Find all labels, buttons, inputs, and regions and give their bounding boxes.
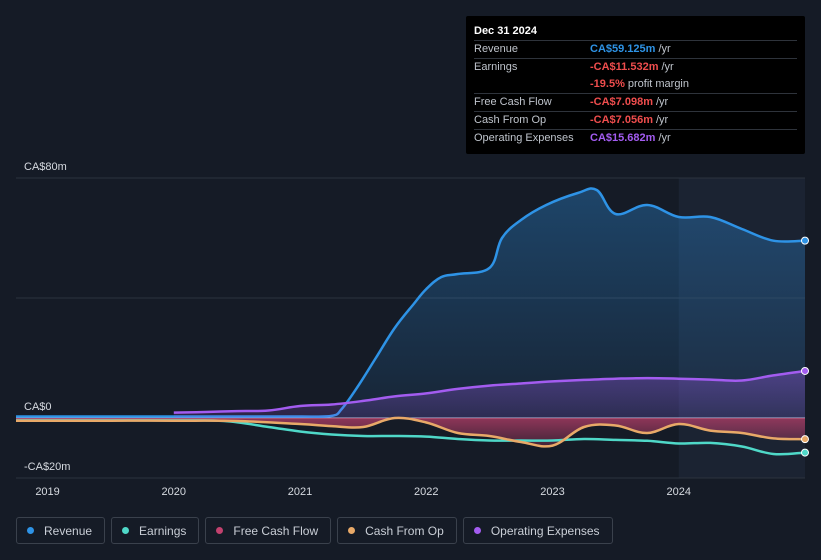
tooltip-row-value: -CA$7.098m — [590, 96, 653, 108]
y-tick-label: -CA$20m — [24, 461, 70, 473]
legend-dot-icon — [473, 527, 481, 534]
tooltip-row-value: -CA$11.532m — [590, 61, 659, 73]
legend-label: Earnings — [139, 523, 187, 538]
operating-expenses-line — [173, 369, 806, 414]
legend-label: Operating Expenses — [490, 523, 600, 538]
tooltip-row-label: Cash From Op — [474, 114, 547, 126]
legend-item-revenue[interactable]: Revenue — [16, 517, 106, 544]
tooltip-rows: Revenue CA$59.125m/yr Earnings -CA$11.532m /… — [474, 40, 797, 147]
x-tick-label: 2021 — [288, 486, 312, 498]
tooltip-row: -19.5% profit margin — [474, 76, 797, 93]
tooltip-row: Earnings -CA$11.532m/yr — [474, 58, 797, 76]
legend-item-cash-from-op[interactable]: Cash From Op — [337, 517, 457, 544]
tooltip-row-unit: /yr — [661, 61, 674, 73]
x-tick-label: 2023 — [540, 486, 564, 498]
tooltip-row-unit: /yr — [655, 114, 669, 126]
x-axis-labels: 2019 2020 2021 2022 2023 2024 — [35, 486, 691, 498]
cash-from-op-end-marker — [801, 435, 809, 444]
tooltip-row: Operating Expenses CA$15.682m/yr — [474, 129, 797, 147]
x-tick-label: 2022 — [414, 486, 438, 498]
legend-dot-icon — [27, 527, 34, 534]
tooltip-row: Revenue CA$59.125m/yr — [474, 40, 797, 58]
tooltip-row: Cash From Op -CA$7.056m/yr — [474, 111, 797, 129]
y-tick-label: CA$0 — [24, 401, 52, 413]
series-layer — [15, 187, 806, 456]
tooltip-row-label: Free Cash Flow — [474, 96, 552, 108]
revenue-area — [16, 188, 805, 418]
legend-label: Free Cash Flow — [233, 523, 319, 538]
cash-from-op-line — [15, 416, 806, 448]
tooltip-row-unit: /yr — [658, 43, 671, 55]
legend-label: Revenue — [44, 523, 93, 538]
legend-dot-icon — [122, 527, 130, 534]
legend-item-free-cash-flow[interactable]: Free Cash Flow — [205, 517, 332, 544]
chart-legend: Revenue Earnings Free Cash Flow Cash From O… — [16, 517, 613, 544]
tooltip-row-value: -19.5% — [590, 78, 625, 90]
revenue-end-marker — [801, 236, 809, 245]
operating-expenses-end-marker — [801, 366, 809, 375]
tooltip-row-unit: profit margin — [627, 78, 689, 90]
series-end-markers — [801, 236, 809, 457]
legend-dot-icon — [216, 527, 224, 534]
tooltip-row-label: Operating Expenses — [474, 132, 574, 144]
x-tick-label: 2019 — [35, 486, 59, 498]
legend-item-operating-expenses[interactable]: Operating Expenses — [462, 517, 613, 544]
tooltip-row-value: -CA$7.056m — [590, 114, 653, 126]
y-tick-label: CA$80m — [24, 161, 67, 173]
legend-item-earnings[interactable]: Earnings — [111, 517, 200, 544]
earnings-line — [16, 419, 806, 456]
tooltip-row-value: CA$59.125m — [590, 43, 656, 55]
operating-expenses-area — [173, 371, 806, 418]
tooltip-date: Dec 31 2024 — [474, 25, 537, 37]
legend-dot-icon — [348, 527, 356, 534]
earnings-end-marker — [801, 448, 809, 457]
tooltip-row: Free Cash Flow -CA$7.098m/yr — [474, 93, 797, 111]
x-tick-label: 2020 — [162, 486, 186, 498]
legend-label: Cash From Op — [365, 523, 444, 538]
tooltip-row-label: Earnings — [474, 61, 518, 73]
tooltip-row-label — [474, 76, 590, 93]
y-axis-labels: CA$80m CA$0 -CA$20m — [24, 161, 70, 473]
tooltip-row-value: CA$15.682m — [590, 132, 656, 144]
tooltip-row-unit: /yr — [658, 132, 671, 144]
x-tick-label: 2024 — [667, 486, 691, 498]
tooltip-row-unit: /yr — [655, 96, 669, 108]
tooltip-row-label: Revenue — [474, 43, 519, 55]
data-tooltip: Dec 31 2024 Revenue CA$59.125m/yr Earnings… — [466, 16, 805, 154]
